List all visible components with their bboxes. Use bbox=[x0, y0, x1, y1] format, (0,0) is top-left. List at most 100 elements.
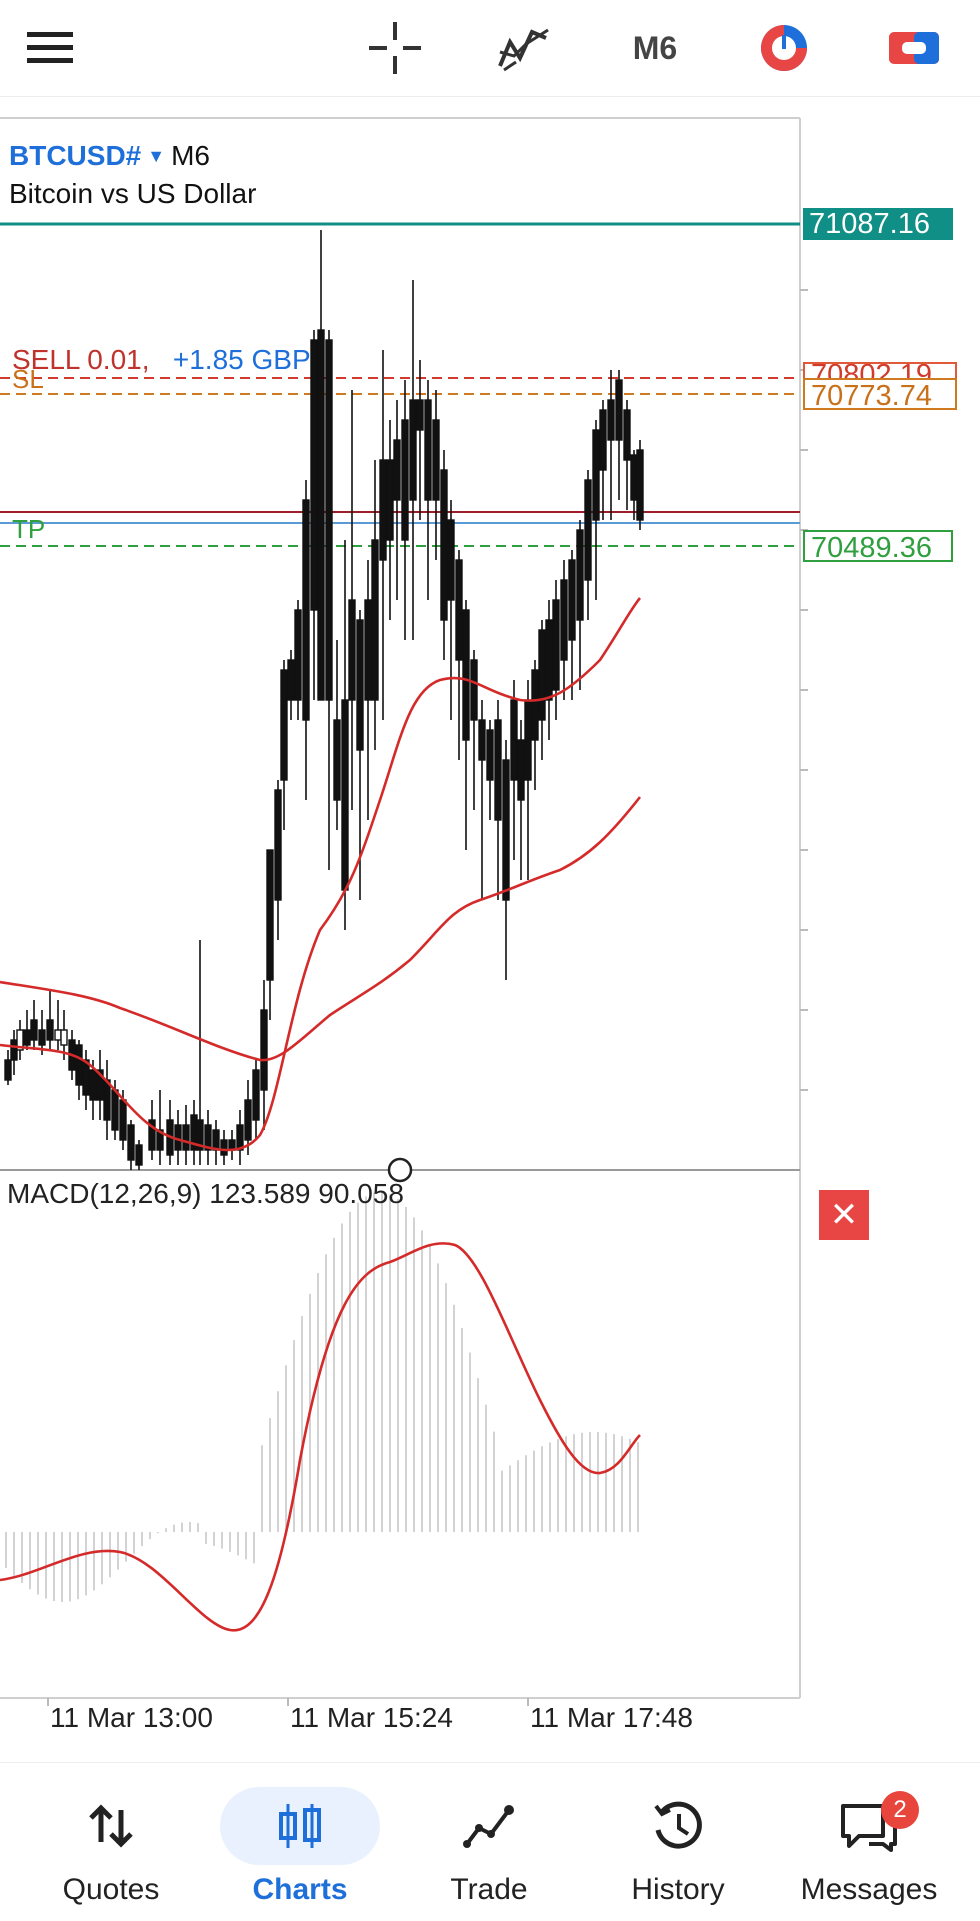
objects-button[interactable] bbox=[752, 18, 816, 78]
nav-quotes[interactable]: Quotes bbox=[16, 1763, 206, 1921]
nav-charts[interactable]: Charts bbox=[205, 1763, 395, 1921]
candle-body bbox=[524, 699, 532, 781]
nav-charts-icon-wrap bbox=[220, 1787, 380, 1865]
nav-trade[interactable]: Trade bbox=[394, 1763, 584, 1921]
candle-body bbox=[447, 519, 455, 601]
sell-order-label[interactable]: SELL 0.01, +1.85 GBP bbox=[12, 344, 311, 376]
indicators-button[interactable] bbox=[492, 18, 556, 78]
candle-body bbox=[60, 1029, 68, 1046]
candle-body bbox=[486, 729, 494, 781]
close-indicator-button[interactable]: ✕ bbox=[819, 1190, 869, 1240]
candle-body bbox=[23, 1029, 31, 1046]
candle-body bbox=[455, 559, 463, 661]
candle-body bbox=[560, 579, 568, 661]
candle-body bbox=[252, 1069, 260, 1121]
candle-body bbox=[82, 1059, 90, 1096]
candle-body bbox=[89, 1069, 97, 1101]
bottom-navigation: Quotes Charts Trade bbox=[0, 1762, 980, 1921]
candle-body bbox=[568, 559, 576, 641]
nav-history-icon-wrap bbox=[598, 1787, 758, 1865]
time-label: 11 Mar 17:48 bbox=[530, 1702, 693, 1733]
candle-body bbox=[416, 399, 424, 431]
time-axis-ticks bbox=[47, 1698, 529, 1706]
candle-body bbox=[38, 1029, 46, 1046]
candle-body bbox=[294, 609, 302, 701]
candle-body bbox=[348, 599, 356, 701]
one-click-trade-button[interactable] bbox=[882, 18, 946, 78]
messages-badge: 2 bbox=[881, 1791, 919, 1829]
symbol-header[interactable]: BTCUSD# ▼ M6 bbox=[9, 140, 210, 172]
candle-body bbox=[478, 719, 486, 761]
candle-body bbox=[103, 1079, 111, 1121]
candle-body bbox=[494, 719, 502, 821]
candle-body bbox=[552, 599, 560, 691]
candle-body bbox=[599, 409, 607, 471]
take-profit-price-tag: 70489.36 bbox=[803, 530, 953, 564]
menu-button[interactable] bbox=[18, 18, 82, 78]
moving-averages bbox=[0, 597, 642, 1152]
candle-body bbox=[386, 459, 394, 541]
candle-body bbox=[260, 1009, 268, 1091]
candle-body bbox=[615, 379, 623, 441]
pane-resize-handle[interactable] bbox=[387, 1157, 413, 1183]
candle-body bbox=[584, 479, 592, 581]
candle-body bbox=[16, 1029, 24, 1051]
history-icon bbox=[654, 1801, 702, 1849]
chart-toolbar: M6 bbox=[0, 0, 980, 97]
candle-body bbox=[54, 1029, 62, 1041]
objects-icon bbox=[761, 25, 807, 71]
price-axis-ticks bbox=[800, 289, 808, 1091]
nav-messages[interactable]: 2 Messages bbox=[774, 1763, 964, 1921]
nav-history-label: History bbox=[631, 1873, 725, 1906]
candle-body bbox=[30, 1019, 38, 1041]
crosshair-button[interactable] bbox=[363, 18, 427, 78]
candle-body bbox=[502, 759, 510, 901]
candle-body bbox=[636, 449, 644, 521]
candle-body bbox=[46, 1019, 54, 1041]
candle-body bbox=[545, 619, 553, 701]
symbol-description: Bitcoin vs US Dollar bbox=[9, 178, 257, 209]
candle-body bbox=[379, 459, 387, 561]
candle-body bbox=[287, 659, 295, 701]
indicators-icon bbox=[498, 28, 549, 72]
candle-body bbox=[356, 619, 364, 751]
fast-moving-average bbox=[0, 597, 641, 1152]
candle-body bbox=[96, 1069, 104, 1101]
candle-body bbox=[623, 409, 631, 461]
candle-body bbox=[244, 1099, 252, 1141]
nav-trade-label: Trade bbox=[450, 1873, 528, 1906]
candle-body bbox=[325, 339, 333, 701]
stop-loss-label: SL bbox=[12, 364, 44, 394]
candle-body bbox=[111, 1089, 119, 1131]
trade-icon bbox=[463, 1805, 514, 1848]
candle-body bbox=[212, 1129, 220, 1151]
stop-loss-price-tag: 70773.74 bbox=[803, 378, 957, 412]
symbol-name[interactable]: BTCUSD# bbox=[9, 140, 142, 171]
candle-body bbox=[280, 669, 288, 781]
price-chart[interactable] bbox=[0, 0, 980, 1720]
candle-body bbox=[607, 399, 615, 441]
candle-body bbox=[182, 1124, 190, 1151]
period-button[interactable]: M6 bbox=[632, 29, 678, 66]
nav-charts-label: Charts bbox=[252, 1873, 348, 1906]
candle-body bbox=[274, 789, 282, 901]
nav-trade-icon-wrap bbox=[409, 1787, 569, 1865]
candle-body bbox=[424, 399, 432, 501]
candle-body bbox=[462, 609, 470, 741]
macd-signal-line bbox=[0, 1242, 641, 1632]
order-profit: +1.85 GBP bbox=[172, 344, 311, 375]
candle-body bbox=[341, 699, 349, 891]
candle-body bbox=[119, 1099, 127, 1141]
candle-body bbox=[576, 529, 584, 621]
candle-body bbox=[156, 1129, 164, 1151]
nav-quotes-label: Quotes bbox=[62, 1873, 160, 1906]
candle-body bbox=[75, 1044, 83, 1086]
nav-history[interactable]: History bbox=[583, 1763, 773, 1921]
one-click-trade-icon bbox=[889, 32, 939, 64]
symbol-dropdown-icon[interactable]: ▼ bbox=[147, 145, 166, 166]
nav-messages-icon-wrap: 2 bbox=[789, 1787, 949, 1865]
candle-body bbox=[510, 699, 518, 781]
candle-body bbox=[517, 739, 525, 801]
candle-body bbox=[432, 419, 440, 501]
hamburger-icon bbox=[27, 32, 73, 63]
